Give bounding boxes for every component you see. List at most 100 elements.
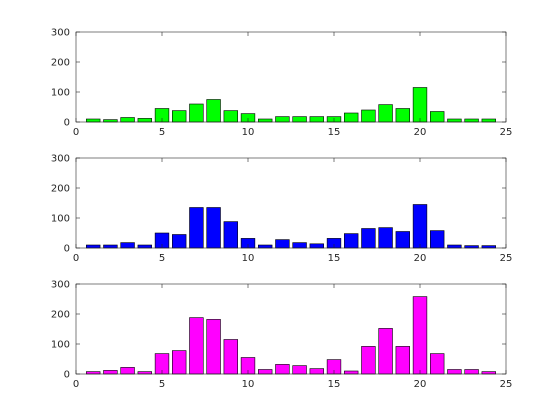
top-bar-22: [447, 118, 462, 123]
top-bar-11: [258, 118, 273, 123]
middle-bar-7: [189, 207, 204, 249]
top-xtick-label-5: 5: [159, 127, 165, 138]
top-bar-1: [86, 118, 101, 123]
top-bar-14: [309, 116, 324, 123]
bottom-bar-8: [206, 319, 221, 375]
bottom-bar-7: [189, 317, 204, 375]
middle-bar-14: [309, 243, 324, 249]
top-bar-4: [137, 118, 152, 123]
middle-ytick-label-0: 0: [64, 244, 70, 255]
top-bar-8: [206, 99, 221, 123]
bottom-bar-6: [172, 350, 187, 375]
bottom-bar-22: [447, 369, 462, 375]
middle-bar-1: [86, 244, 101, 249]
top-bar-2: [103, 119, 118, 123]
top-axes-box: [75, 31, 507, 123]
bottom-bar-14: [309, 368, 324, 375]
middle-bar-3: [120, 242, 135, 249]
bottom-xtick-label-10: 10: [242, 379, 255, 390]
top-bar-9: [223, 110, 238, 123]
bottom-bar-19: [395, 346, 410, 375]
middle-bar-2: [103, 244, 118, 249]
top-bar-16: [344, 112, 359, 123]
middle-bar-21: [430, 230, 445, 249]
middle-ytick-label-100: 100: [51, 214, 70, 225]
subplot-top: 0 5 10 15 20 25 0 100 200 300: [51, 28, 512, 139]
bottom-ytick-label-200: 200: [51, 310, 70, 321]
middle-bar-13: [292, 242, 307, 249]
top-bar-12: [275, 116, 290, 123]
top-xtick-label-25: 25: [500, 127, 513, 138]
top-bar-20: [412, 87, 428, 123]
bottom-ytick-label-300: 300: [51, 280, 70, 291]
bottom-bar-23: [464, 369, 479, 375]
middle-ytick-label-200: 200: [51, 184, 70, 195]
bottom-axes-box: [75, 283, 507, 375]
middle-bar-19: [395, 231, 410, 249]
middle-xtick-label-5: 5: [159, 253, 165, 264]
bottom-bar-3: [120, 367, 135, 375]
top-bar-19: [395, 108, 410, 123]
bottom-bar-2: [103, 370, 118, 375]
top-bar-24: [481, 118, 496, 123]
bottom-xtick-label-5: 5: [159, 379, 165, 390]
top-ytick-label-0: 0: [64, 118, 70, 129]
bottom-bar-1: [86, 371, 101, 375]
top-bar-3: [120, 117, 135, 123]
middle-bar-6: [172, 234, 187, 249]
bottom-bar-16: [344, 370, 359, 375]
bottom-bar-18: [378, 328, 393, 375]
bottom-xtick-label-25: 25: [500, 379, 513, 390]
bottom-bar-17: [361, 346, 376, 375]
top-ytick-label-300: 300: [51, 28, 70, 39]
bottom-bar-4: [137, 371, 152, 375]
middle-bar-18: [378, 227, 393, 249]
top-xtick-label-0: 0: [73, 127, 79, 138]
bottom-bar-9: [223, 339, 238, 375]
top-xtick-label-15: 15: [328, 127, 341, 138]
middle-bar-8: [206, 207, 221, 249]
middle-bar-20: [412, 204, 428, 249]
middle-axes-box: [75, 157, 507, 249]
middle-xtick-label-0: 0: [73, 253, 79, 264]
bottom-bar-11: [258, 369, 273, 375]
bottom-bar-13: [292, 365, 307, 375]
middle-bar-4: [137, 244, 152, 249]
top-bar-23: [464, 118, 479, 123]
middle-bar-16: [344, 233, 359, 249]
top-bar-13: [292, 116, 307, 123]
middle-bar-11: [258, 244, 273, 249]
subplot-middle: 0 5 10 15 20 25 0 100 200 300: [51, 154, 512, 265]
middle-xtick-label-15: 15: [328, 253, 341, 264]
top-bar-7: [189, 103, 204, 123]
bottom-xtick-label-0: 0: [73, 379, 79, 390]
bottom-bar-12: [275, 364, 290, 375]
middle-ytick-label-300: 300: [51, 154, 70, 165]
bottom-xtick-label-20: 20: [414, 379, 427, 390]
top-bar-21: [430, 111, 445, 123]
bottom-bar-20: [412, 296, 428, 375]
bottom-bar-24: [481, 371, 496, 375]
middle-bar-22: [447, 244, 462, 249]
middle-xtick-label-20: 20: [414, 253, 427, 264]
middle-xtick-label-25: 25: [500, 253, 513, 264]
bottom-xtick-label-15: 15: [328, 379, 341, 390]
top-bar-6: [172, 110, 187, 123]
bottom-bar-21: [430, 353, 445, 375]
top-bar-17: [361, 109, 376, 123]
top-ytick-label-100: 100: [51, 88, 70, 99]
top-ytick-label-200: 200: [51, 58, 70, 69]
middle-xtick-label-10: 10: [242, 253, 255, 264]
middle-bar-23: [464, 245, 479, 249]
middle-bar-24: [481, 245, 496, 249]
top-bar-18: [378, 104, 393, 123]
top-xtick-label-20: 20: [414, 127, 427, 138]
middle-bar-12: [275, 239, 290, 249]
bottom-ytick-label-100: 100: [51, 340, 70, 351]
bottom-ytick-label-0: 0: [64, 370, 70, 381]
subplot-bottom: 0 5 10 15 20 25 0 100 200 300: [51, 280, 512, 391]
middle-bar-17: [361, 228, 376, 249]
middle-bar-9: [223, 221, 238, 249]
top-xtick-label-10: 10: [242, 127, 255, 138]
